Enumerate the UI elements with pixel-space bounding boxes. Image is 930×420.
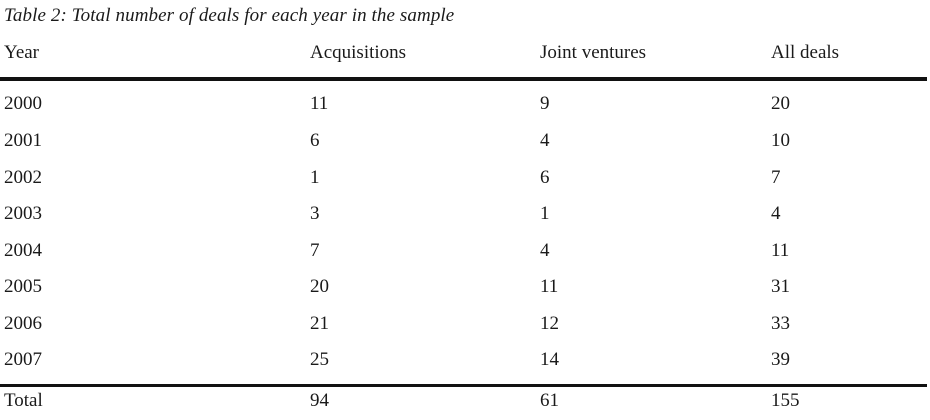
table-row: 2003 3 1 4 <box>0 203 930 233</box>
acquisitions-cell: 20 <box>310 276 329 297</box>
header-year: Year <box>4 42 40 63</box>
joint-ventures-cell: 14 <box>540 349 559 370</box>
header-all-deals: All deals <box>771 42 840 63</box>
total-row: Total 94 61 155 <box>0 390 930 420</box>
header-joint-ventures: Joint ventures <box>540 42 647 63</box>
all-deals-cell: 10 <box>771 130 790 151</box>
acquisitions-cell: 6 <box>310 130 320 151</box>
joint-ventures-cell: 6 <box>540 167 550 188</box>
acquisitions-cell: 3 <box>310 203 320 224</box>
table-row: 2002 1 6 7 <box>0 167 930 197</box>
all-deals-cell: 4 <box>771 203 781 224</box>
total-label: Total <box>4 390 43 411</box>
total-joint-ventures: 61 <box>540 390 559 411</box>
all-deals-cell: 31 <box>771 276 790 297</box>
table-row: 2000 11 9 20 <box>0 93 930 123</box>
table-row: 2007 25 14 39 <box>0 349 930 379</box>
year-cell: 2006 <box>4 313 42 334</box>
table-caption: Table 2: Total number of deals for each … <box>4 5 455 26</box>
joint-ventures-cell: 4 <box>540 240 550 261</box>
year-cell: 2007 <box>4 349 42 370</box>
header-acquisitions: Acquisitions <box>310 42 407 63</box>
all-deals-cell: 33 <box>771 313 790 334</box>
year-cell: 2003 <box>4 203 42 224</box>
total-rule <box>0 384 927 387</box>
acquisitions-cell: 11 <box>310 93 329 114</box>
all-deals-cell: 11 <box>771 240 790 261</box>
all-deals-cell: 7 <box>771 167 781 188</box>
joint-ventures-cell: 9 <box>540 93 550 114</box>
joint-ventures-cell: 11 <box>540 276 559 297</box>
all-deals-cell: 20 <box>771 93 790 114</box>
table-row: 2005 20 11 31 <box>0 276 930 306</box>
table-row: 2006 21 12 33 <box>0 313 930 343</box>
year-cell: 2004 <box>4 240 42 261</box>
table-row: 2004 7 4 11 <box>0 240 930 270</box>
joint-ventures-cell: 4 <box>540 130 550 151</box>
year-cell: 2005 <box>4 276 42 297</box>
year-cell: 2002 <box>4 167 42 188</box>
joint-ventures-cell: 12 <box>540 313 559 334</box>
acquisitions-cell: 1 <box>310 167 320 188</box>
total-all-deals: 155 <box>771 390 800 411</box>
acquisitions-cell: 25 <box>310 349 329 370</box>
header-rule <box>0 77 927 81</box>
acquisitions-cell: 21 <box>310 313 329 334</box>
year-cell: 2000 <box>4 93 42 114</box>
all-deals-cell: 39 <box>771 349 790 370</box>
total-acquisitions: 94 <box>310 390 329 411</box>
acquisitions-cell: 7 <box>310 240 320 261</box>
year-cell: 2001 <box>4 130 42 151</box>
joint-ventures-cell: 1 <box>540 203 550 224</box>
table-row: 2001 6 4 10 <box>0 130 930 160</box>
header-row: Year Acquisitions Joint ventures All dea… <box>0 42 930 72</box>
